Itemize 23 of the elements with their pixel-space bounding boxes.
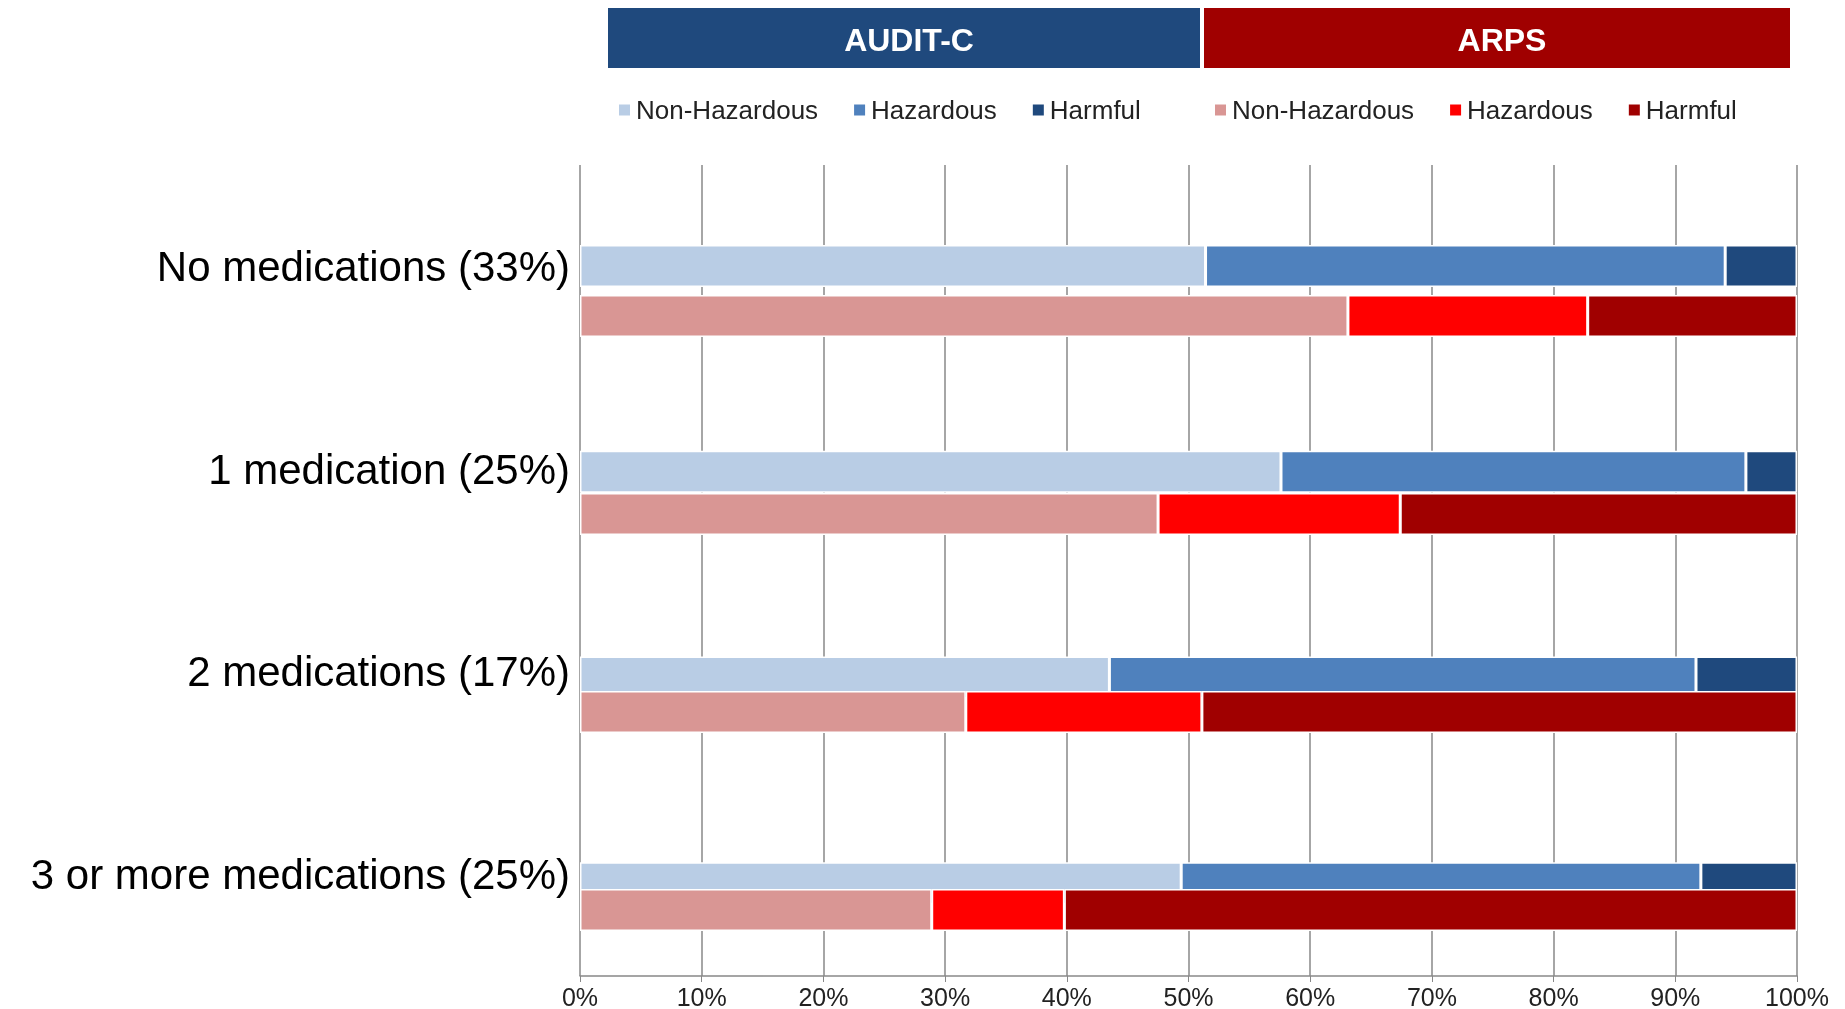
x-tick-label: 80% — [1528, 982, 1579, 1009]
legend-label: Hazardous — [871, 95, 997, 125]
x-tick-label: 30% — [920, 982, 971, 1009]
legend-label: Harmful — [1049, 95, 1141, 125]
chart-title: ARPS — [1457, 22, 1547, 58]
y-tick-label: 3 or more medications (25%) — [30, 851, 570, 899]
x-tick-label: 100% — [1765, 982, 1829, 1009]
legend-label: Hazardous — [1467, 95, 1593, 125]
y-tick-label: 2 medications (17%) — [187, 648, 570, 696]
legend-label: Non-Hazardous — [1232, 95, 1415, 125]
x-tick-label: 70% — [1406, 982, 1457, 1009]
x-tick-label: 20% — [798, 982, 849, 1009]
y-tick-label: 1 medication (25%) — [208, 445, 570, 493]
x-tick-label: 50% — [1163, 982, 1214, 1009]
x-tick-label: 90% — [1650, 982, 1701, 1009]
x-tick-label: 0% — [561, 982, 599, 1009]
x-tick-label: 40% — [1041, 982, 1092, 1009]
legend-label: Harmful — [1645, 95, 1737, 125]
x-tick-label: 10% — [676, 982, 727, 1009]
x-tick-label: 60% — [1285, 982, 1336, 1009]
chart-title: AUDIT-C — [844, 22, 974, 58]
y-tick-label: No medications (33%) — [156, 242, 570, 290]
legend-label: Non-Hazardous — [636, 95, 819, 125]
